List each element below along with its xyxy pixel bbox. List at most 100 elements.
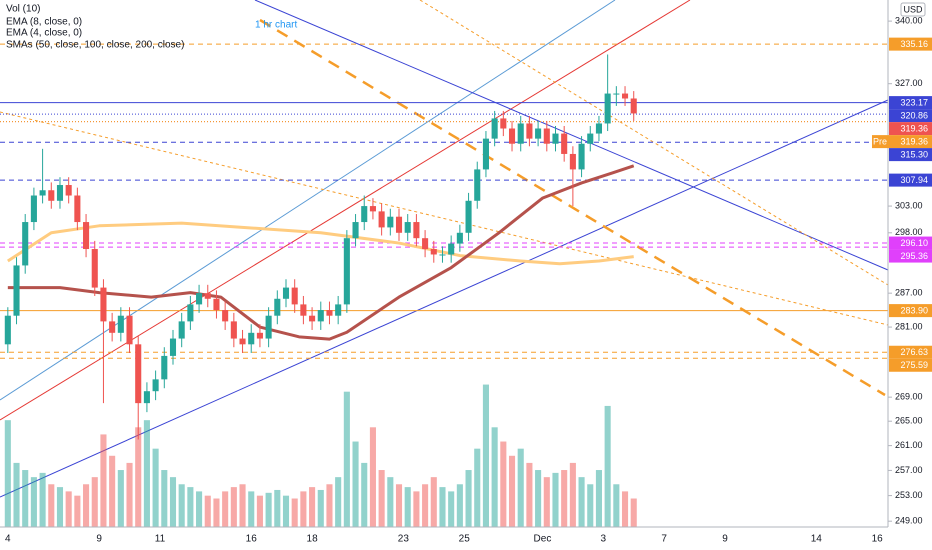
candle-body <box>535 128 542 139</box>
price-tags: 335.16 323.17 320.86 319.36 319.36 Pre 315.30 3… <box>872 37 932 372</box>
x-tick-label: 9 <box>96 534 102 545</box>
candle-body <box>508 128 516 144</box>
y-tick-label: 249.00 <box>895 516 923 526</box>
candle-body <box>561 133 568 154</box>
volume-bar <box>22 470 29 527</box>
candle-body <box>282 287 290 299</box>
x-tick-label: 11 <box>155 534 166 545</box>
candle-body <box>352 222 359 239</box>
candle-body <box>65 185 72 196</box>
price-tag <box>889 358 932 372</box>
volume-bar <box>543 477 550 527</box>
moving-average <box>7 221 634 266</box>
volume-bar <box>361 462 368 527</box>
candle-body <box>300 304 307 316</box>
price-tag <box>889 148 932 162</box>
y-tick-label: 265.00 <box>895 416 923 426</box>
candle-body <box>595 123 602 134</box>
y-tick-label: 287.00 <box>895 288 923 298</box>
price-tag-label: 335.16 <box>900 39 928 49</box>
volume-bar <box>630 498 637 527</box>
volume-bar <box>439 487 446 527</box>
candle-body <box>56 185 64 201</box>
price-tag-label: 276.63 <box>900 347 928 357</box>
volume-bar <box>508 455 516 527</box>
volume-bar <box>30 477 37 527</box>
candle-body <box>552 133 559 144</box>
y-tick-label: 281.00 <box>895 321 923 331</box>
volume-bar <box>126 462 133 527</box>
candle-body <box>621 93 629 99</box>
volume-bar <box>587 484 594 527</box>
candle-body <box>230 321 237 339</box>
candle-body <box>48 190 55 201</box>
volume-bar <box>300 491 307 527</box>
candle-body <box>91 249 98 288</box>
volume-bar <box>135 427 142 527</box>
y-tick-label: 269.00 <box>895 392 923 402</box>
volume-bar <box>621 491 629 527</box>
candle-body <box>74 195 81 223</box>
trend-line <box>259 18 886 397</box>
candle-body <box>587 133 594 144</box>
volume-bar <box>578 477 585 527</box>
candle-body <box>222 310 229 322</box>
currency: USD <box>903 4 923 14</box>
volume-bar <box>482 384 489 527</box>
candle-body <box>361 206 368 223</box>
candle-body <box>196 293 203 305</box>
candle-body <box>309 315 316 322</box>
candle-body <box>604 93 611 124</box>
candle-body <box>291 287 298 305</box>
volume-bar <box>196 491 203 527</box>
volume-bar <box>143 420 150 527</box>
x-tick-label: 4 <box>5 534 11 545</box>
y-tick-label: 261.00 <box>895 440 923 450</box>
price-tag-label: 307.94 <box>900 175 928 185</box>
price-tag <box>889 249 932 263</box>
x-tick-label: 16 <box>872 534 884 545</box>
candles <box>4 54 637 440</box>
x-tick-label: 14 <box>811 534 823 545</box>
trend-line <box>0 111 889 326</box>
x-tick-label: 23 <box>398 534 410 545</box>
candle-body <box>256 332 263 339</box>
price-tag <box>889 109 932 123</box>
volume-bar <box>4 420 11 527</box>
volume-bar <box>178 484 185 527</box>
candle-body <box>126 315 133 345</box>
price-tag <box>889 173 932 187</box>
y-tick-label: 327.00 <box>895 78 923 88</box>
candle-body <box>517 123 524 144</box>
price-tag <box>889 135 932 149</box>
y-tick-label: 298.00 <box>895 227 923 237</box>
price-tag <box>889 304 932 318</box>
volume-bar <box>430 477 437 527</box>
y-tick-label: 340.00 <box>895 15 923 25</box>
price-tag-label: 275.59 <box>900 360 928 370</box>
price-tag-label: 283.90 <box>900 305 928 315</box>
price-tag-label: 319.36 <box>900 123 928 133</box>
volume-bar <box>517 448 524 527</box>
volume-bar <box>204 495 211 527</box>
legend-entry: EMA (8, close, 0) <box>6 17 82 28</box>
x-tick-label: 16 <box>246 534 258 545</box>
volume-bar <box>465 470 472 527</box>
price-tag-label: 295.36 <box>900 251 928 261</box>
volume-bar <box>282 495 290 527</box>
price-tag <box>889 96 932 110</box>
volume-bar <box>352 441 359 527</box>
volume-bar <box>274 489 281 527</box>
volume <box>4 384 637 527</box>
volume-bar <box>83 484 90 527</box>
volume-bar <box>404 487 411 527</box>
candle-body <box>4 315 11 345</box>
candle-body <box>326 310 333 316</box>
candle-body <box>448 243 455 255</box>
volume-bar <box>448 491 455 527</box>
price-tag <box>889 236 932 250</box>
volume-bar <box>387 477 394 527</box>
price-axis <box>888 0 932 550</box>
price-tag-label: 315.30 <box>900 149 928 159</box>
volume-bar <box>604 405 611 527</box>
